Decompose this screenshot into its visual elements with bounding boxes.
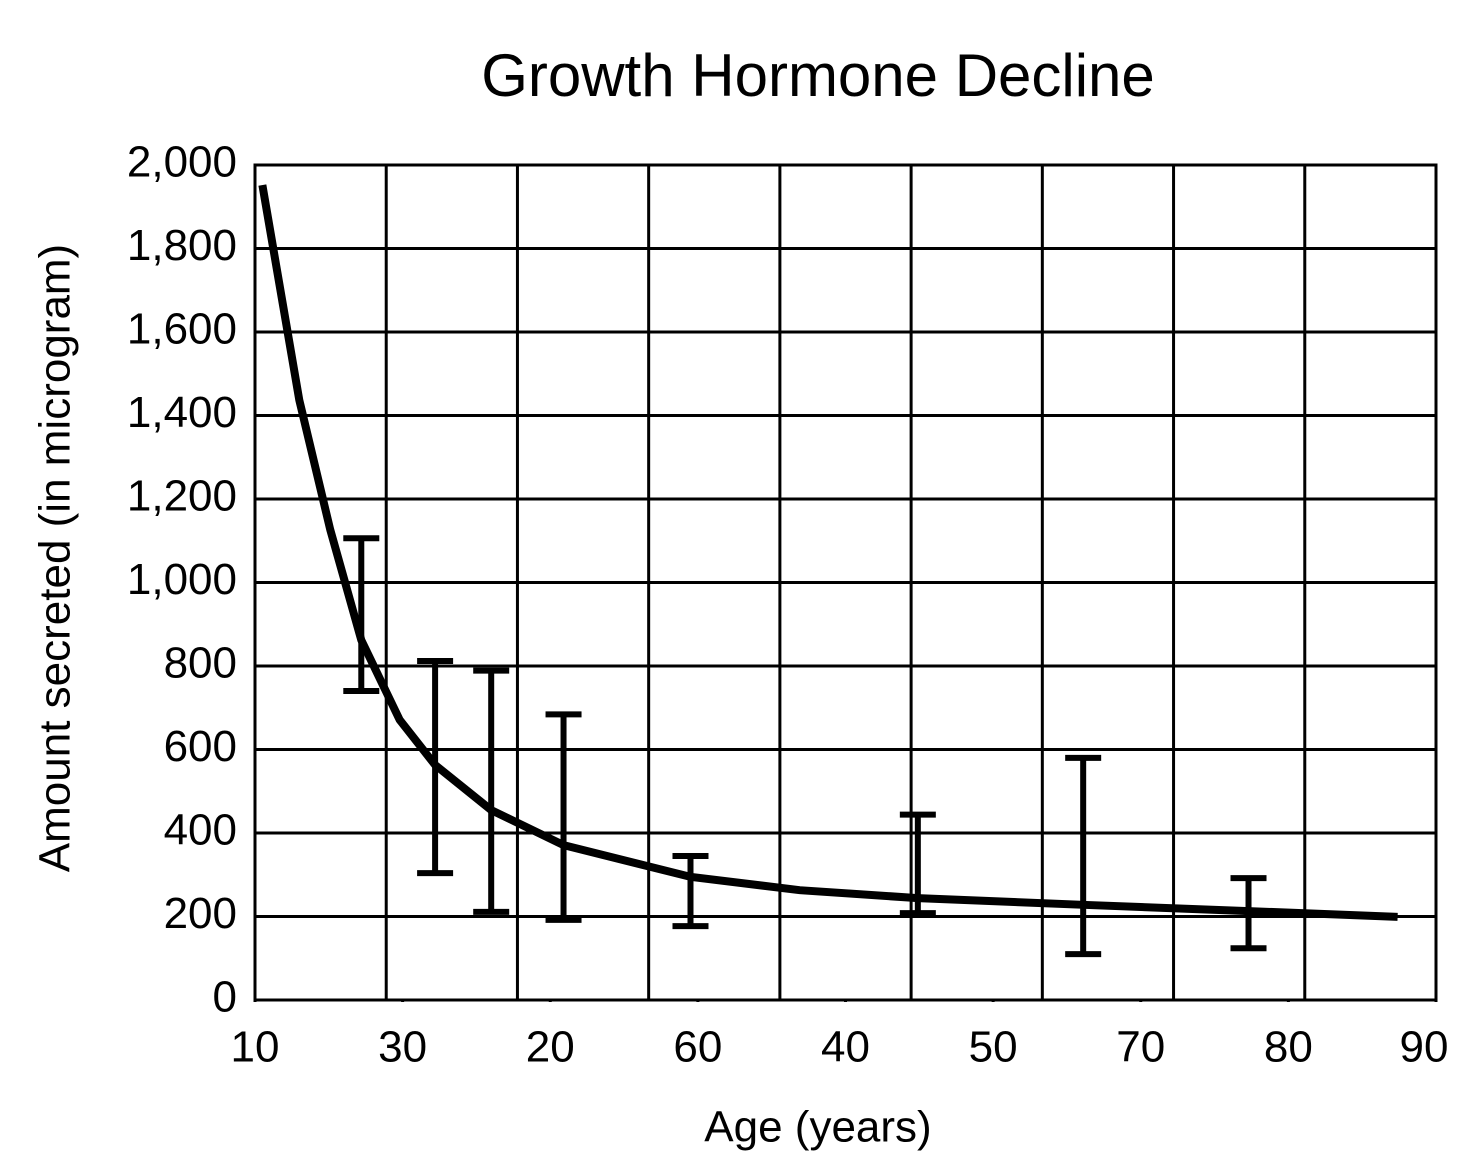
y-tick-label: 200 xyxy=(164,889,237,938)
chart-title: Growth Hormone Decline xyxy=(481,42,1155,109)
x-tick-label: 50 xyxy=(969,1023,1018,1072)
x-tick-label: 40 xyxy=(821,1023,870,1072)
error-bar xyxy=(343,535,380,695)
x-axis-label: Age (years) xyxy=(704,1103,931,1152)
y-tick-label: 800 xyxy=(164,639,237,688)
error-bar xyxy=(473,667,510,915)
error-bar xyxy=(417,657,454,877)
x-tick-label: 90 xyxy=(1400,1023,1449,1072)
x-tick-label: 60 xyxy=(673,1023,722,1072)
error-bar xyxy=(1065,754,1102,958)
y-tick-label: 600 xyxy=(164,722,237,771)
y-tick-label: 1,400 xyxy=(127,388,237,437)
x-tick-label: 10 xyxy=(231,1023,280,1072)
curve xyxy=(258,184,1398,921)
error-bar xyxy=(899,811,936,917)
x-tick-label: 70 xyxy=(1116,1023,1165,1072)
y-tick-label: 2,000 xyxy=(127,138,237,187)
x-tick-label: 80 xyxy=(1264,1023,1313,1072)
y-tick-label: 1,000 xyxy=(127,555,237,604)
y-tick-label: 1,600 xyxy=(127,305,237,354)
y-tick-label: 1,200 xyxy=(127,472,237,521)
x-tick-label: 30 xyxy=(378,1023,427,1072)
y-tick-label: 400 xyxy=(164,806,237,855)
x-tick-label: 20 xyxy=(526,1023,575,1072)
y-axis-label: Amount secreted (in microgram) xyxy=(31,244,80,872)
error-bar xyxy=(545,711,582,923)
plot-border xyxy=(253,163,1438,1002)
error-bar xyxy=(672,852,709,930)
y-tick-label: 0 xyxy=(213,973,237,1022)
y-tick-label: 1,800 xyxy=(127,221,237,270)
error-bar xyxy=(1230,875,1267,952)
